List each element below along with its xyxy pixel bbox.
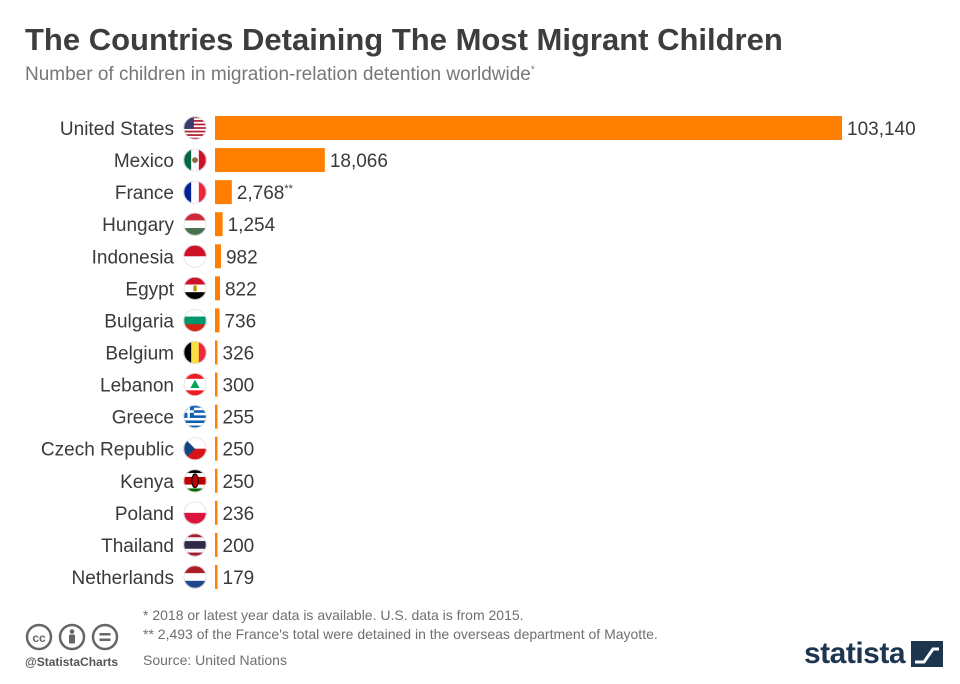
bar: [215, 372, 218, 397]
value-label: 236: [223, 504, 255, 525]
czech-republic-flag-icon: [183, 437, 207, 461]
value-label: 326: [223, 343, 255, 364]
value-label: 18,066: [330, 151, 388, 172]
bar: [215, 340, 218, 365]
category-label: Indonesia: [92, 247, 175, 268]
category-label: Belgium: [105, 343, 174, 364]
brand-name: statista: [804, 637, 906, 670]
thailand-flag-icon: [183, 533, 207, 557]
category-label: Czech Republic: [41, 440, 174, 461]
category-label: Poland: [115, 504, 174, 525]
value-label: 982: [226, 247, 258, 268]
us-flag-icon: [183, 116, 207, 140]
egypt-flag-icon: [183, 276, 207, 300]
footnote-1: * 2018 or latest year data is available.…: [143, 607, 524, 623]
bar: [215, 308, 220, 333]
value-label: 736: [224, 311, 256, 332]
source-note: Source: United Nations: [143, 652, 287, 668]
category-label: Netherlands: [72, 568, 174, 589]
category-label: Bulgaria: [104, 311, 174, 332]
bar-chart: United States 103,140 Mexico 18,066 France 2,…: [41, 116, 916, 589]
bar: [215, 436, 218, 461]
kenya-flag-icon: [183, 469, 207, 493]
statista-logo-icon: [911, 641, 944, 667]
category-label: Thailand: [101, 536, 174, 557]
belgium-flag-icon: [183, 340, 207, 364]
bar: [215, 500, 218, 525]
value-label: 822: [225, 279, 257, 300]
statista-logo[interactable]: statista: [804, 636, 944, 672]
value-label: 250: [223, 440, 255, 461]
bar: [215, 212, 223, 237]
category-label: Mexico: [114, 151, 174, 172]
france-flag-icon: [183, 180, 207, 204]
subtitle-footnote-mark: *: [530, 64, 535, 76]
social-handle[interactable]: @StatistaCharts: [25, 655, 119, 669]
category-label: Hungary: [102, 215, 174, 236]
netherlands-flag-icon: [183, 565, 207, 589]
mexico-flag-icon: [183, 148, 207, 172]
hungary-flag-icon: [183, 212, 207, 236]
indonesia-flag-icon: [183, 244, 207, 268]
attribution-icon[interactable]: [58, 623, 86, 651]
footnote-2: ** 2,493 of the France's total were deta…: [143, 626, 658, 642]
value-label: 2,768**: [237, 183, 294, 204]
bulgaria-flag-icon: [183, 308, 207, 332]
chart-title: The Countries Detaining The Most Migrant…: [25, 22, 783, 57]
bar: [215, 468, 218, 493]
category-label: France: [115, 183, 174, 204]
value-label: 255: [223, 408, 255, 429]
bar: [215, 532, 218, 557]
cc-icon[interactable]: cc: [25, 623, 53, 651]
no-derivatives-icon[interactable]: [91, 623, 119, 651]
license-icons: cc: [25, 623, 119, 651]
subtitle-text: Number of children in migration-relation…: [25, 64, 531, 85]
greece-flag-icon: [183, 405, 207, 429]
category-label: United States: [60, 119, 174, 140]
category-label: Kenya: [120, 472, 174, 493]
value-footnote-mark: **: [284, 183, 293, 195]
bar: [215, 116, 842, 140]
value-label: 250: [223, 472, 255, 493]
bar: [215, 564, 218, 589]
value-label: 103,140: [847, 119, 916, 140]
bar: [215, 276, 220, 301]
value-label: 179: [223, 568, 255, 589]
value-label: 300: [223, 376, 255, 397]
bar: [215, 180, 232, 205]
category-label: Egypt: [125, 279, 174, 300]
chart-subtitle: Number of children in migration-relation…: [25, 64, 535, 86]
svg-text:cc: cc: [32, 631, 46, 645]
poland-flag-icon: [183, 501, 207, 525]
value-label: 200: [223, 536, 255, 557]
category-label: Lebanon: [100, 376, 174, 397]
footnotes: * 2018 or latest year data is available.…: [143, 606, 658, 644]
category-label: Greece: [112, 408, 174, 429]
bar: [215, 244, 221, 269]
value-label: 1,254: [228, 215, 276, 236]
bar: [215, 148, 325, 173]
bar: [215, 404, 218, 429]
lebanon-flag-icon: [183, 373, 207, 397]
